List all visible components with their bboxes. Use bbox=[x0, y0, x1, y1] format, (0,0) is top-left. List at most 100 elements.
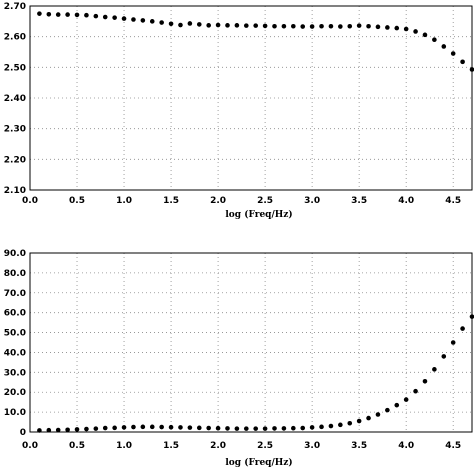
data-point bbox=[225, 426, 230, 431]
data-point bbox=[178, 425, 183, 430]
y-tick-label: 2.10 bbox=[4, 186, 26, 196]
data-point bbox=[413, 29, 418, 34]
data-point bbox=[196, 425, 202, 431]
data-point bbox=[347, 420, 353, 426]
x-tick-label: 2.0 bbox=[210, 196, 226, 206]
data-point bbox=[356, 418, 362, 424]
y-tick-label: 2.60 bbox=[4, 33, 26, 43]
y-tick-label: 2.20 bbox=[4, 155, 26, 165]
x-axis-title: log (Freq/Hz) bbox=[225, 457, 292, 468]
data-point bbox=[403, 397, 409, 402]
data-point bbox=[168, 424, 174, 430]
data-point bbox=[469, 67, 474, 72]
x-tick-label: 0.5 bbox=[69, 441, 85, 451]
data-point bbox=[93, 13, 99, 19]
y-tick-label: 2.70 bbox=[4, 2, 26, 12]
data-point bbox=[206, 425, 211, 431]
data-point bbox=[460, 59, 465, 65]
x-tick-label: 0.0 bbox=[22, 196, 38, 206]
data-point bbox=[347, 23, 353, 29]
data-point bbox=[385, 407, 390, 413]
data-point bbox=[74, 12, 80, 18]
data-point bbox=[300, 425, 306, 431]
x-axis-title: log (Freq/Hz) bbox=[225, 209, 292, 220]
data-point bbox=[309, 425, 315, 430]
data-point bbox=[309, 24, 315, 29]
data-point bbox=[375, 24, 381, 30]
data-point bbox=[422, 32, 428, 38]
data-point bbox=[131, 17, 136, 22]
x-tick-label: 1.5 bbox=[163, 441, 179, 451]
data-point bbox=[262, 23, 268, 29]
data-point bbox=[281, 426, 287, 431]
x-tick-label: 0.0 bbox=[22, 441, 38, 451]
y-tick-label: 20.0 bbox=[4, 388, 26, 398]
data-point bbox=[394, 25, 400, 31]
data-point bbox=[93, 426, 99, 431]
data-point bbox=[149, 424, 155, 430]
plot-frame bbox=[29, 252, 473, 433]
data-point bbox=[74, 427, 80, 432]
data-point bbox=[328, 423, 334, 429]
data-point bbox=[366, 415, 371, 421]
data-point bbox=[55, 12, 61, 17]
data-point bbox=[225, 23, 230, 28]
data-point bbox=[319, 23, 324, 29]
data-point bbox=[65, 427, 70, 433]
data-point bbox=[178, 22, 183, 28]
x-tick-label: 3.0 bbox=[304, 441, 320, 451]
data-point bbox=[422, 378, 428, 384]
data-point bbox=[168, 21, 174, 27]
data-point bbox=[102, 425, 108, 431]
data-point bbox=[149, 19, 155, 24]
y-tick-label: 2.40 bbox=[4, 94, 26, 104]
data-point bbox=[432, 367, 437, 372]
data-point bbox=[46, 427, 52, 433]
y-tick-label: 2.50 bbox=[4, 63, 26, 73]
bottom-panel: 0.0 0.5 1.0 1.5 2.0 2.5 3.0 3.5 4.0 4.5 0 10.0 20.0 3… bbox=[4, 249, 474, 468]
x-tick-label: 4.0 bbox=[398, 441, 414, 451]
y-tick-label: 80.0 bbox=[4, 269, 26, 279]
data-point bbox=[84, 12, 89, 18]
data-point bbox=[375, 412, 381, 417]
data-point bbox=[46, 11, 52, 17]
data-point bbox=[234, 426, 240, 431]
data-point bbox=[140, 18, 146, 23]
data-point bbox=[441, 354, 447, 359]
y-tick-label: 60.0 bbox=[4, 309, 26, 319]
data-point bbox=[413, 388, 418, 394]
data-point bbox=[432, 37, 437, 43]
y-tick-label: 10.0 bbox=[4, 408, 26, 418]
y-tick-label: 2.30 bbox=[4, 125, 26, 135]
data-point bbox=[196, 22, 202, 27]
data-point bbox=[121, 425, 127, 430]
data-point bbox=[441, 44, 447, 49]
y-tick-label: 70.0 bbox=[4, 289, 26, 299]
data-point bbox=[37, 428, 42, 433]
data-point bbox=[338, 24, 343, 29]
data-point bbox=[112, 15, 117, 20]
data-point bbox=[403, 26, 409, 32]
data-point bbox=[37, 11, 42, 16]
y-tick-label: 50.0 bbox=[4, 329, 26, 339]
data-point bbox=[272, 23, 277, 29]
y-tick-label: 40.0 bbox=[4, 348, 26, 358]
x-tick-label: 4.5 bbox=[445, 441, 461, 451]
data-point bbox=[469, 314, 474, 319]
plot-frame bbox=[29, 5, 473, 191]
x-tick-label: 3.5 bbox=[351, 196, 367, 206]
data-point bbox=[366, 23, 371, 29]
data-point bbox=[394, 402, 400, 408]
data-point bbox=[84, 426, 89, 432]
data-point bbox=[460, 326, 465, 331]
data-point bbox=[55, 427, 61, 433]
data-point bbox=[187, 21, 193, 26]
data-point bbox=[121, 16, 127, 21]
data-point bbox=[187, 425, 193, 430]
data-point bbox=[450, 51, 456, 56]
x-tick-label: 2.0 bbox=[210, 441, 226, 451]
data-point bbox=[300, 24, 306, 29]
x-tick-label: 3.5 bbox=[351, 441, 367, 451]
data-point bbox=[112, 425, 117, 431]
data-point bbox=[272, 426, 277, 431]
